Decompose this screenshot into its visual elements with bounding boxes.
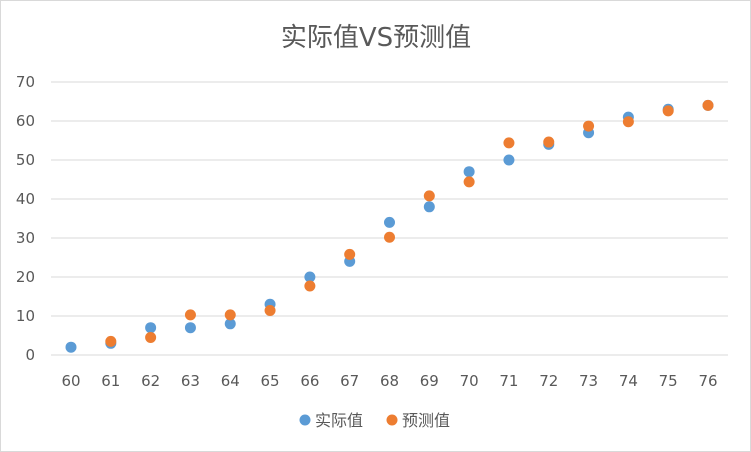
y-axis-tick-labels: 0 10 20 30 40 50 60 70	[16, 73, 35, 364]
x-axis-tick-labels: 60 61 62 63 64 65 66 67 68 69 70 71 72 73 74 75 76	[61, 372, 717, 390]
y-tick-label: 0	[25, 346, 35, 364]
legend: 实际值 预测值	[299, 411, 450, 430]
x-tick-label: 72	[539, 372, 558, 390]
x-tick-label: 65	[261, 372, 280, 390]
x-tick-label: 60	[61, 372, 80, 390]
legend-label-actual: 实际值	[315, 411, 363, 430]
data-point-actual	[184, 322, 196, 334]
y-tick-label: 60	[16, 112, 35, 130]
legend-label-predicted: 预测值	[402, 411, 450, 430]
y-tick-label: 40	[16, 190, 35, 208]
data-point-actual	[503, 154, 515, 166]
x-tick-label: 62	[141, 372, 160, 390]
x-tick-label: 76	[698, 372, 717, 390]
gridlines	[51, 81, 728, 356]
x-tick-label: 71	[499, 372, 518, 390]
data-point-actual	[423, 201, 435, 213]
x-tick-label: 66	[300, 372, 319, 390]
data-points	[65, 99, 714, 353]
y-tick-label: 20	[16, 268, 35, 286]
data-point-predicted	[423, 190, 435, 202]
data-point-predicted	[702, 99, 714, 111]
x-tick-label: 67	[340, 372, 359, 390]
data-point-predicted	[503, 137, 515, 149]
x-tick-label: 73	[579, 372, 598, 390]
y-tick-label: 70	[16, 73, 35, 91]
y-tick-label: 50	[16, 151, 35, 169]
x-tick-label: 69	[420, 372, 439, 390]
chart-title: 实际值VS预测值	[281, 23, 471, 53]
legend-marker-predicted	[386, 414, 398, 426]
data-point-actual	[224, 318, 236, 330]
legend-marker-actual	[299, 414, 311, 426]
data-point-actual	[304, 271, 316, 283]
data-point-predicted	[543, 136, 555, 148]
x-tick-label: 74	[619, 372, 638, 390]
y-tick-label: 30	[16, 229, 35, 247]
data-point-predicted	[622, 116, 634, 128]
data-point-predicted	[224, 309, 236, 321]
data-point-predicted	[583, 120, 595, 132]
data-point-predicted	[344, 248, 356, 260]
data-point-actual	[145, 322, 157, 334]
x-tick-label: 61	[101, 372, 120, 390]
data-point-predicted	[264, 305, 276, 317]
data-point-actual	[384, 216, 395, 228]
data-point-predicted	[145, 331, 157, 343]
data-point-predicted	[105, 335, 117, 347]
data-point-actual	[463, 166, 475, 178]
data-point-predicted	[662, 105, 674, 117]
x-tick-label: 75	[659, 372, 678, 390]
data-point-predicted	[304, 280, 316, 292]
y-tick-label: 10	[16, 307, 35, 325]
x-tick-label: 64	[221, 372, 240, 390]
x-tick-label: 63	[181, 372, 200, 390]
data-point-actual	[65, 341, 77, 353]
data-point-predicted	[463, 176, 475, 188]
data-point-predicted	[184, 309, 196, 321]
data-point-predicted	[384, 231, 395, 243]
x-tick-label: 68	[380, 372, 399, 390]
x-tick-label: 70	[460, 372, 479, 390]
